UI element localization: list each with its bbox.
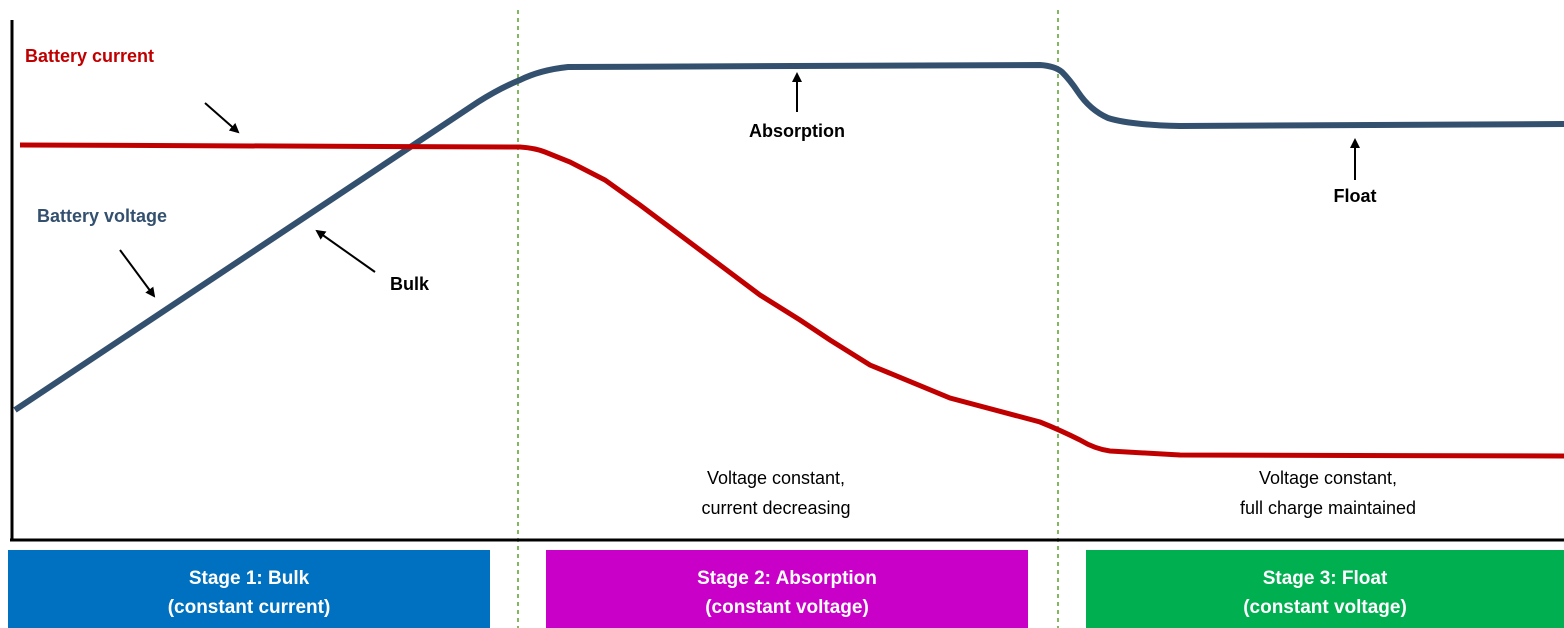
- stage-title: Stage 3: Float: [1263, 568, 1388, 589]
- annotation: Absorption: [749, 121, 845, 141]
- description: current decreasing: [701, 498, 850, 518]
- description: full charge maintained: [1240, 498, 1416, 518]
- stage-title: Stage 2: Absorption: [697, 568, 877, 589]
- stage-box: [546, 550, 1028, 628]
- arrow: [204, 102, 240, 134]
- series-label: Battery voltage: [37, 206, 167, 226]
- stage-subtitle: (constant voltage): [705, 597, 869, 618]
- stage-subtitle: (constant current): [168, 597, 331, 618]
- stage-subtitle: (constant voltage): [1243, 597, 1407, 618]
- stage-box: [1086, 550, 1564, 628]
- voltage-curve: [13, 61, 1564, 413]
- annotation: Float: [1334, 186, 1377, 206]
- arrow: [315, 229, 376, 273]
- description: Voltage constant,: [1259, 468, 1397, 488]
- description: Voltage constant,: [707, 468, 845, 488]
- current-curve: [19, 142, 1564, 459]
- annotation: Bulk: [390, 274, 430, 294]
- stage-box: [8, 550, 490, 628]
- series-label: Battery current: [25, 46, 154, 66]
- arrow: [119, 249, 156, 298]
- stage-title: Stage 1: Bulk: [189, 568, 310, 589]
